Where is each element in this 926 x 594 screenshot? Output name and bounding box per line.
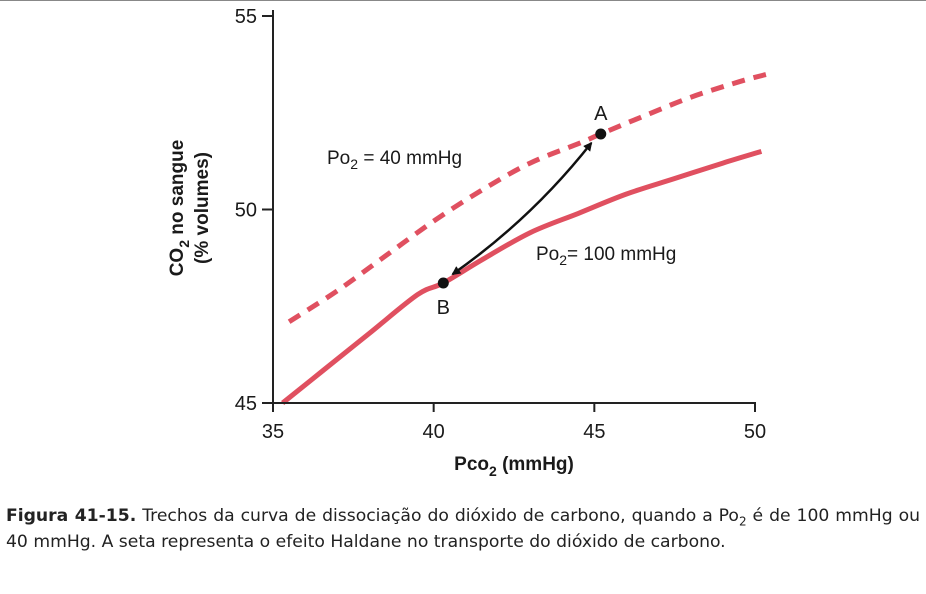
y-tick-label-50: 50 xyxy=(235,200,257,222)
figure-number: Figura 41-15. xyxy=(6,506,137,526)
x-tick-label-40: 40 xyxy=(423,421,445,443)
caption-text-part2: é de 100 mmHg ou 40 mmHg. A seta represe… xyxy=(6,506,920,552)
text-layer: Pco2 (mmHg) CO2 no sangue (% volumes) Po… xyxy=(167,140,676,479)
series-line-1 xyxy=(281,149,763,405)
y-axis-title: CO2 no sangue (% volumes) xyxy=(167,140,213,277)
x-tick-label-45: 45 xyxy=(583,421,605,443)
point-B xyxy=(437,277,449,289)
x-axis-title: Pco2 (mmHg) xyxy=(454,454,574,479)
point-label-B: B xyxy=(437,297,450,319)
point-A xyxy=(595,128,607,140)
y-tick-label-45: 45 xyxy=(235,393,257,415)
caption-subscript: 2 xyxy=(738,514,747,529)
point-label-A: A xyxy=(594,103,608,125)
series-label-po2-40: Po2 = 40 mmHg xyxy=(327,148,462,172)
svg-text:CO2 no sangue: CO2 no sangue xyxy=(167,140,192,277)
figure-caption: Figura 41-15. Trechos da curva de dissoc… xyxy=(6,503,920,555)
axes-layer: 35 40 45 50 45 50 55 xyxy=(235,6,766,443)
top-border-line xyxy=(0,0,926,1)
svg-text:(% volumes): (% volumes) xyxy=(192,152,213,264)
marks-layer: AB xyxy=(437,103,608,319)
x-tick-label-35: 35 xyxy=(262,421,284,443)
y-tick-label-55: 55 xyxy=(235,6,257,28)
caption-text-part1: Trechos da curva de dissociação do dióxi… xyxy=(136,506,739,526)
curves-layer xyxy=(281,71,769,405)
series-line-0 xyxy=(287,71,769,324)
haldane-effect-arrow xyxy=(451,141,593,276)
x-tick-label-50: 50 xyxy=(744,421,766,443)
series-label-po2-100: Po2= 100 mmHg xyxy=(536,244,676,268)
